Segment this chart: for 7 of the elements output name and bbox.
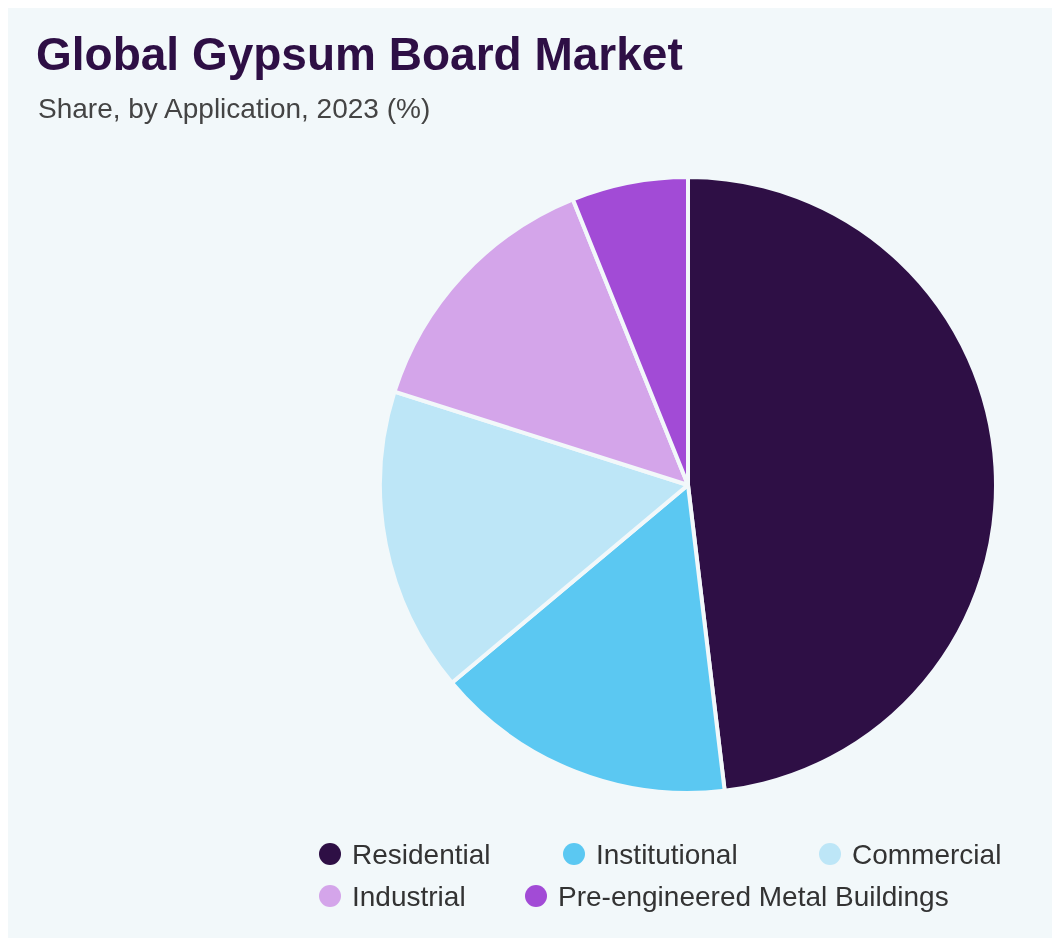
- legend-label: Commercial: [852, 839, 1002, 870]
- legend-label: Pre-engineered Metal Buildings: [558, 881, 949, 912]
- legend-label: Institutional: [596, 839, 738, 870]
- legend-label: Residential: [352, 839, 491, 870]
- chart-subtitle: Share, by Application, 2023 (%): [38, 93, 431, 124]
- chart-title: Global Gypsum Board Market: [36, 28, 683, 80]
- legend-label: Industrial: [352, 881, 466, 912]
